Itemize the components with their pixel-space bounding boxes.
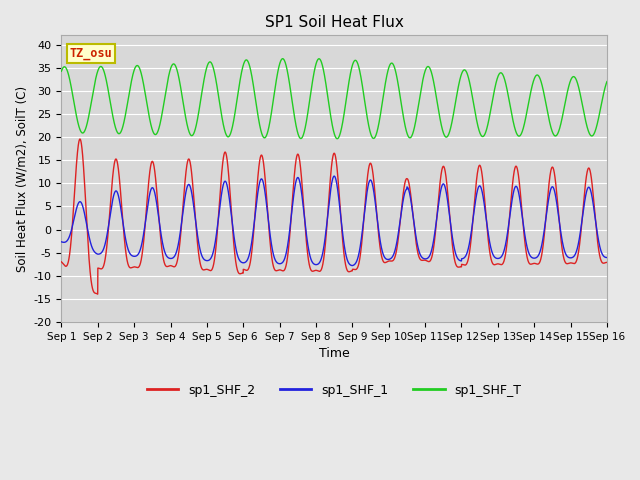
Legend: sp1_SHF_2, sp1_SHF_1, sp1_SHF_T: sp1_SHF_2, sp1_SHF_1, sp1_SHF_T xyxy=(141,379,527,402)
Text: TZ_osu: TZ_osu xyxy=(70,47,113,60)
Title: SP1 Soil Heat Flux: SP1 Soil Heat Flux xyxy=(265,15,404,30)
X-axis label: Time: Time xyxy=(319,347,349,360)
Y-axis label: Soil Heat Flux (W/m2), SoilT (C): Soil Heat Flux (W/m2), SoilT (C) xyxy=(15,85,28,272)
